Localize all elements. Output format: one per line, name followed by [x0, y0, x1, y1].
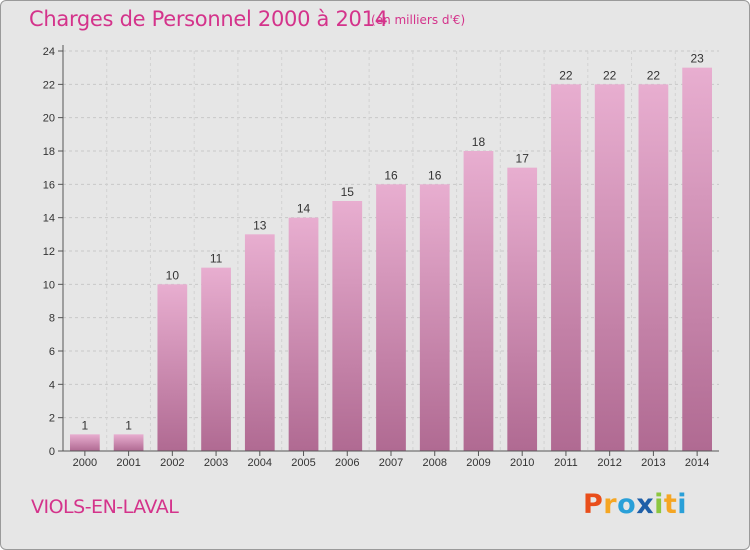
x-tick-label: 2006 — [335, 457, 359, 469]
logo-letter: r — [603, 489, 618, 520]
logo-letter: t — [663, 489, 678, 520]
x-tick-label: 2002 — [160, 457, 184, 469]
logo-letter: x — [636, 489, 655, 520]
y-tick-label: 14 — [43, 213, 55, 225]
bar — [332, 201, 363, 451]
y-tick-label: 20 — [43, 113, 55, 125]
y-tick-label: 8 — [49, 313, 55, 325]
x-tick-label: 2007 — [379, 457, 403, 469]
bar — [594, 84, 625, 451]
bar-value-label: 22 — [647, 68, 661, 82]
chart-subtitle: (en milliers d'€) — [371, 13, 466, 27]
bar-value-label: 18 — [472, 135, 486, 149]
bar-value-label: 22 — [559, 68, 573, 82]
x-tick-label: 2004 — [248, 457, 272, 469]
y-tick-label: 22 — [43, 79, 55, 91]
x-tick-label: 2009 — [466, 457, 490, 469]
bar — [69, 434, 100, 451]
y-tick-label: 4 — [49, 379, 55, 391]
bar — [551, 84, 581, 451]
chart-title: Charges de Personnel 2000 à 2014 — [29, 7, 388, 31]
bar-value-label: 14 — [297, 202, 311, 216]
bar — [244, 234, 275, 451]
y-tick-label: 18 — [43, 146, 55, 158]
bar — [288, 217, 319, 451]
bar — [682, 67, 713, 452]
bar — [463, 151, 494, 451]
bar — [419, 184, 450, 452]
logo-letter: P — [583, 489, 604, 520]
bar-value-label: 11 — [210, 252, 223, 266]
y-tick-label: 16 — [43, 179, 55, 191]
y-tick-label: 6 — [49, 346, 55, 358]
y-tick-label: 10 — [43, 279, 55, 291]
bar-value-label: 23 — [690, 52, 704, 66]
commune-name: VIOLS-EN-LAVAL — [31, 496, 179, 518]
x-tick-label: 2001 — [116, 457, 140, 469]
bar — [157, 284, 188, 451]
x-tick-label: 2013 — [641, 457, 665, 469]
bar-value-label: 1 — [82, 418, 89, 432]
bar-value-label: 15 — [341, 185, 355, 199]
bar-value-label: 16 — [384, 168, 398, 182]
bar — [113, 434, 144, 451]
y-tick-label: 24 — [43, 46, 55, 58]
bar — [507, 167, 538, 451]
x-tick-label: 2010 — [510, 457, 534, 469]
bar — [201, 267, 231, 451]
y-tick-label: 0 — [49, 446, 55, 458]
bar-value-label: 13 — [253, 218, 267, 232]
proxiti-logo: Proxiti — [583, 489, 687, 520]
bar-value-label: 17 — [516, 152, 530, 166]
logo-letter: i — [677, 489, 688, 520]
x-tick-label: 2011 — [554, 457, 578, 469]
bar — [376, 184, 406, 452]
x-tick-label: 2014 — [685, 457, 709, 469]
x-tick-label: 2012 — [597, 457, 621, 469]
x-tick-label: 2003 — [204, 457, 228, 469]
bar-value-label: 16 — [428, 168, 442, 182]
logo-letter: i — [654, 489, 664, 520]
x-tick-label: 2005 — [291, 457, 315, 469]
bar-value-label: 1 — [125, 418, 132, 432]
y-tick-label: 12 — [43, 246, 55, 258]
bar-value-label: 10 — [166, 268, 180, 282]
bar — [638, 84, 669, 451]
x-tick-label: 2008 — [422, 457, 446, 469]
y-tick-label: 2 — [49, 413, 55, 425]
x-tick-label: 2000 — [73, 457, 97, 469]
logo-letter: o — [617, 489, 637, 520]
bar-value-label: 22 — [603, 68, 617, 82]
